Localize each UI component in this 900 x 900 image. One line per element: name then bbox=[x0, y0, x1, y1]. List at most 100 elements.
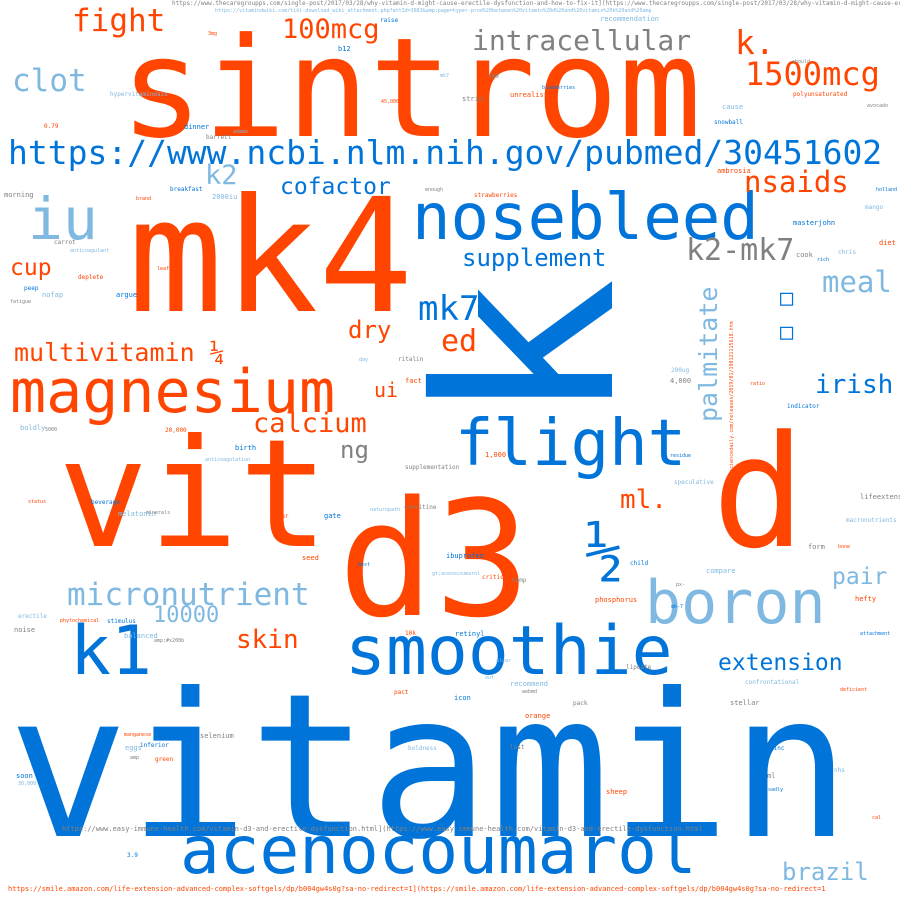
small-word: breakfast bbox=[170, 186, 203, 193]
small-word: holland bbox=[876, 187, 898, 193]
small-word: inferior bbox=[140, 742, 169, 749]
small-word: anticoagulant bbox=[70, 248, 110, 254]
word-ed: ed bbox=[441, 324, 478, 359]
small-word: argue bbox=[116, 291, 138, 299]
word-k1: k1 bbox=[70, 612, 152, 691]
small-word: erectile bbox=[18, 613, 47, 620]
small-word: carnitine bbox=[404, 504, 437, 511]
word-box-1: □ bbox=[780, 286, 794, 311]
small-word: speculative bbox=[674, 479, 714, 486]
small-word: cook bbox=[796, 251, 813, 259]
small-word: child bbox=[630, 560, 649, 567]
small-word: should bbox=[792, 59, 811, 65]
small-word: fact bbox=[405, 377, 422, 385]
small-word: strip bbox=[462, 95, 484, 103]
small-word: day bbox=[359, 357, 369, 363]
small-word: residue bbox=[670, 453, 692, 459]
word-url-caregroup: https://www.thecaregroupps.com/single-po… bbox=[172, 0, 900, 7]
word-k2-mk7: k2-mk7 bbox=[686, 233, 795, 268]
word-supplement: supplement bbox=[462, 244, 607, 272]
word-ml: ml. bbox=[620, 485, 667, 515]
small-word: fatigue bbox=[10, 299, 32, 305]
small-word: icon bbox=[454, 694, 471, 702]
small-word: alcar bbox=[496, 658, 512, 664]
word-pair: pair bbox=[832, 564, 888, 590]
word-irish: irish bbox=[815, 370, 894, 400]
small-word: 30,000 bbox=[18, 781, 37, 787]
small-word: anticoagulation bbox=[205, 457, 251, 463]
small-word: 2000iu bbox=[212, 193, 238, 201]
word-cofactor: cofactor bbox=[280, 174, 391, 200]
word-vit: vit bbox=[58, 408, 329, 582]
small-word: gt;acenocoumarol bbox=[432, 571, 481, 577]
small-word: diet bbox=[879, 239, 896, 247]
small-word: 460 bbox=[488, 73, 499, 80]
word-ng: ng bbox=[340, 436, 369, 464]
small-word: status bbox=[28, 499, 47, 505]
small-word: cause bbox=[722, 103, 744, 111]
small-word: stimulus bbox=[107, 618, 136, 625]
small-word: carrot bbox=[54, 239, 76, 246]
small-word: mk-7 bbox=[671, 604, 684, 610]
small-word: phytochemical bbox=[60, 618, 100, 624]
small-word: hypervitaminosis bbox=[110, 91, 168, 98]
small-word: recommend bbox=[510, 680, 548, 688]
word-1500mcg: 1500mcg bbox=[745, 55, 880, 93]
small-word: orange bbox=[525, 712, 551, 720]
word-intracellular: intracellular bbox=[472, 24, 692, 57]
small-word: dinner bbox=[184, 123, 210, 131]
small-word: 0.79 bbox=[44, 123, 59, 130]
small-word: rich bbox=[817, 257, 830, 263]
small-word: beverage bbox=[91, 499, 120, 506]
word-nsaids: nsaids bbox=[744, 165, 849, 199]
word-calcium: calcium bbox=[253, 408, 367, 439]
word-url-ncbi: https://www.ncbi.nlm.nih.gov/pubmed/3045… bbox=[8, 133, 883, 172]
small-word: hefty bbox=[855, 595, 877, 603]
word-nosebleed: nosebleed bbox=[412, 181, 759, 255]
small-word: birth bbox=[235, 444, 257, 452]
word-fight: fight bbox=[72, 3, 166, 39]
small-word: attachment bbox=[860, 631, 891, 637]
word-dry: dry bbox=[348, 316, 392, 344]
small-word: lifeextension bbox=[860, 493, 900, 501]
small-word: adams bbox=[233, 129, 249, 135]
word-vitamin: vitamin bbox=[8, 651, 851, 884]
small-word: avocado bbox=[867, 103, 889, 109]
small-word: confrontational bbox=[745, 679, 800, 686]
word-micronutrient: micronutrient bbox=[67, 577, 310, 613]
word-acenocoumarol: acenocoumarol bbox=[180, 812, 697, 889]
small-word: compare bbox=[706, 567, 736, 575]
small-word: stellar bbox=[730, 699, 760, 707]
word-url-immune: https://www.easy-immune-health.com/vitam… bbox=[62, 825, 703, 833]
small-word: indicator bbox=[787, 403, 820, 410]
small-word: recommendation bbox=[600, 15, 660, 23]
small-word: hemp bbox=[512, 577, 527, 584]
small-word: strawberries bbox=[474, 192, 518, 199]
small-word: cal bbox=[872, 815, 882, 821]
word-d3: d3 bbox=[338, 466, 531, 653]
small-word: morning bbox=[4, 191, 34, 199]
word-smoothie: smoothie bbox=[345, 612, 673, 691]
small-word: raise bbox=[380, 17, 399, 24]
word-url-amazon: https://smile.amazon.com/life-extension-… bbox=[8, 885, 826, 893]
small-word: sheep bbox=[606, 788, 628, 796]
small-word: noise bbox=[14, 626, 36, 634]
small-word: selenium bbox=[200, 732, 234, 740]
word-skin: skin bbox=[236, 625, 299, 655]
small-word: enough bbox=[425, 187, 444, 193]
word-iu: iu bbox=[28, 185, 98, 253]
word-multivitamin: multivitamin ¼ bbox=[14, 338, 225, 367]
small-word: naturopath bbox=[370, 507, 401, 513]
word-brazil: brazil bbox=[782, 858, 869, 886]
word-url-vitamind: https://vitamindwiki.com/tiki-download_w… bbox=[215, 8, 652, 14]
small-word: mk7 bbox=[440, 73, 450, 79]
small-word: seed bbox=[302, 554, 319, 562]
small-word: 45,000 bbox=[381, 99, 400, 105]
word-k2: k2 bbox=[205, 160, 238, 191]
small-word: retinyl bbox=[455, 630, 485, 638]
small-word: masterjohn bbox=[793, 219, 836, 227]
word-cup: cup bbox=[10, 255, 52, 281]
small-word: gate bbox=[324, 512, 341, 520]
small-word: boldness bbox=[408, 745, 437, 752]
small-word: amp;#x200b bbox=[154, 638, 185, 644]
